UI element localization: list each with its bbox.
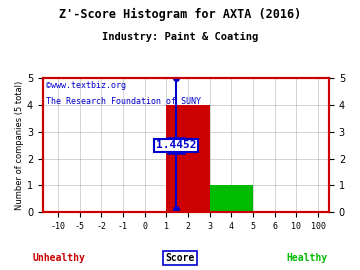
- Text: ©www.textbiz.org: ©www.textbiz.org: [46, 81, 126, 90]
- Text: 1.4452: 1.4452: [156, 140, 196, 150]
- Y-axis label: Number of companies (5 total): Number of companies (5 total): [15, 80, 24, 210]
- Bar: [210, 185, 253, 212]
- Text: Z'-Score Histogram for AXTA (2016): Z'-Score Histogram for AXTA (2016): [59, 8, 301, 21]
- Text: Industry: Paint & Coating: Industry: Paint & Coating: [102, 32, 258, 42]
- Text: Healthy: Healthy: [287, 253, 328, 263]
- Bar: [166, 105, 210, 212]
- Text: Unhealthy: Unhealthy: [32, 253, 85, 263]
- Text: The Research Foundation of SUNY: The Research Foundation of SUNY: [46, 97, 201, 106]
- Text: Score: Score: [165, 253, 195, 263]
